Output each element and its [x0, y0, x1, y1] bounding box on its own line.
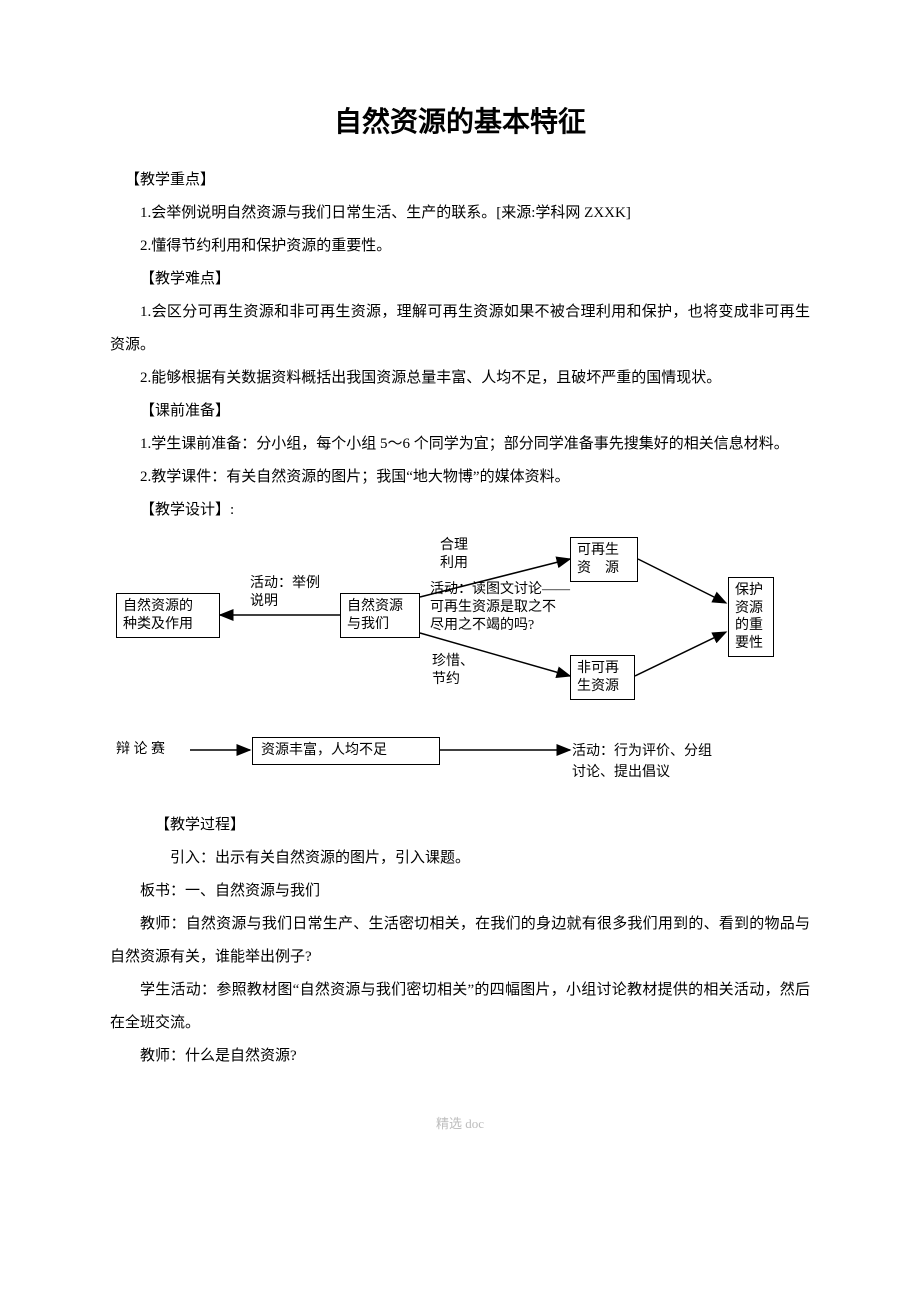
section-process: 【教学过程】 — [110, 809, 810, 842]
node-types: 自然资源的种类及作用 — [116, 593, 220, 638]
document-page: 自然资源的基本特征 【教学重点】 1.会举例说明自然资源与我们日常生活、生产的联… — [0, 0, 920, 1192]
section-design: 【教学设计】: — [110, 494, 810, 527]
node-debate: 辩 论 赛 — [116, 741, 165, 759]
page-title: 自然资源的基本特征 — [110, 100, 810, 140]
edge-label-cherish: 珍惜、节约 — [432, 653, 482, 688]
edge-label-activity2: 活动：行为评价、分组讨论、提出倡议 — [572, 741, 772, 783]
process-board: 板书：一、自然资源与我们 — [110, 875, 810, 908]
process-intro: 引入：出示有关自然资源的图片，引入课题。 — [110, 842, 810, 875]
section-difficulties: 【教学难点】 — [110, 263, 810, 296]
page-footer: 精选 doc — [110, 1113, 810, 1132]
edge-label-discuss: 活动：读图文讨论——可再生资源是取之不尽用之不竭的吗? — [430, 581, 602, 636]
node-center: 自然资源与我们 — [340, 593, 420, 638]
node-abundant: 资源丰富，人均不足 — [252, 737, 440, 765]
edge-label-rational: 合理利用 — [440, 537, 480, 572]
node-importance: 保护资源的重要性 — [728, 577, 774, 657]
prep-2: 2.教学课件：有关自然资源的图片；我国“地大物博”的媒体资料。 — [110, 461, 810, 494]
process-teacher2: 教师：什么是自然资源? — [110, 1040, 810, 1073]
difficulty-1: 1.会区分可再生资源和非可再生资源，理解可再生资源如果不被合理利用和保护，也将变… — [110, 296, 810, 362]
process-student: 学生活动：参照教材图“自然资源与我们密切相关”的四幅图片，小组讨论教材提供的相关… — [110, 974, 810, 1040]
node-renewable: 可再生资 源 — [570, 537, 638, 582]
node-nonrenewable: 非可再生资源 — [570, 655, 635, 700]
flowchart-diagram: 自然资源的种类及作用 活动：举例说明 自然资源与我们 合理利用 可再生资 源 活… — [110, 535, 810, 795]
process-teacher1: 教师：自然资源与我们日常生产、生活密切相关，在我们的身边就有很多我们用到的、看到… — [110, 908, 810, 974]
edge-label-example: 活动：举例说明 — [250, 575, 340, 610]
key-point-2: 2.懂得节约利用和保护资源的重要性。 — [110, 230, 810, 263]
section-key-points: 【教学重点】 — [110, 164, 810, 197]
section-prep: 【课前准备】 — [110, 395, 810, 428]
prep-1: 1.学生课前准备：分小组，每个小组 5～6 个同学为宜；部分同学准备事先搜集好的… — [110, 428, 810, 461]
difficulty-2: 2.能够根据有关数据资料概括出我国资源总量丰富、人均不足，且破坏严重的国情现状。 — [110, 362, 810, 395]
key-point-1: 1.会举例说明自然资源与我们日常生活、生产的联系。[来源:学科网 ZXXK] — [110, 197, 810, 230]
